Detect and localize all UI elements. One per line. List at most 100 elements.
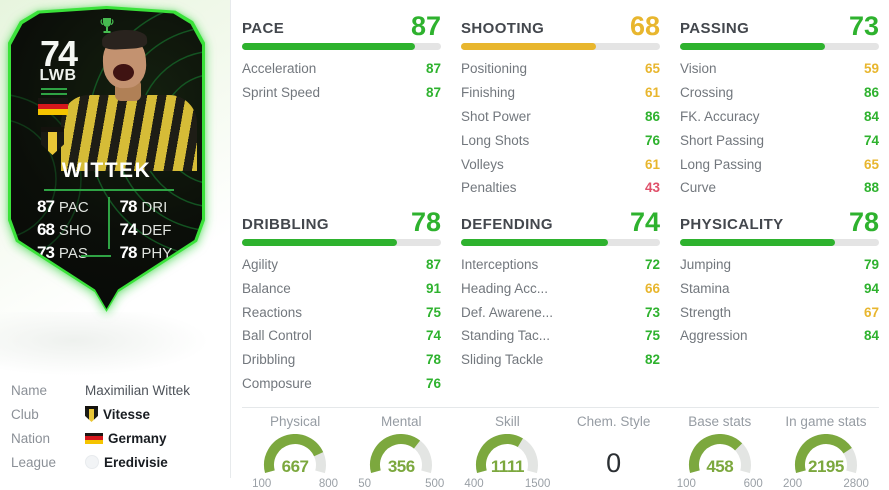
section-rating: 78 xyxy=(410,206,441,237)
card-body: 74 LWB WITTEK 87 PAC 78 DRI 68 SHO 74 DEF 73… xyxy=(11,9,202,309)
stat-label: Penalties xyxy=(461,180,517,196)
conference-league-trophy-icon xyxy=(98,17,116,41)
quick-stat-value: 78 xyxy=(119,243,138,262)
stat-row: Penalties 43 xyxy=(461,176,660,200)
stat-label: Finishing xyxy=(461,85,516,101)
quick-stat: 74 DEF xyxy=(110,218,193,241)
stat-row: Balance 91 xyxy=(242,276,441,300)
section-header: DEFENDING 74 xyxy=(461,206,660,236)
stat-row: Stamina 94 xyxy=(680,276,879,300)
stat-row: Composure 76 xyxy=(242,372,441,396)
stat-label: Ball Control xyxy=(242,328,312,344)
quick-stat-value: 74 xyxy=(119,220,138,239)
stat-label: Acceleration xyxy=(242,61,317,77)
player-name-value[interactable]: Maximilian Wittek xyxy=(85,382,191,398)
stat-row: Long Shots 76 xyxy=(461,128,660,152)
stat-label: Crossing xyxy=(680,85,734,101)
stat-row: Long Passing 65 xyxy=(680,152,879,176)
gauge-label: Physical xyxy=(269,414,321,430)
nation-link[interactable]: Germany xyxy=(85,431,167,446)
gauge-base-stats: Base stats 458 100 600 xyxy=(667,414,773,490)
stat-value: 78 xyxy=(425,352,441,368)
stat-value: 59 xyxy=(863,61,879,77)
stat-value: 67 xyxy=(863,304,879,320)
player-summary-panel: 74 LWB WITTEK 87 PAC 78 DRI 68 SHO 74 DEF 73… xyxy=(0,0,231,478)
gauge-value: 667 xyxy=(281,457,309,477)
stat-row: Acceleration 87 xyxy=(242,57,441,81)
germany-flag-icon xyxy=(38,98,68,116)
stat-label: Reactions xyxy=(242,304,303,320)
section-rating: 74 xyxy=(629,206,660,237)
info-row-club: Club Vitesse xyxy=(11,402,223,426)
stat-label: Jumping xyxy=(680,257,732,273)
stat-row: Reactions 75 xyxy=(242,300,441,324)
section-title: DRIBBLING xyxy=(242,215,329,233)
stat-row: Aggression 84 xyxy=(680,324,879,348)
stat-row: Jumping 79 xyxy=(680,253,879,277)
gauge-label: Chem. Style xyxy=(576,414,651,430)
stat-value: 87 xyxy=(425,61,441,77)
section-progress-bar xyxy=(242,238,441,246)
stat-label: Curve xyxy=(680,180,717,196)
quick-stat-label: SHO xyxy=(58,222,92,239)
section-rating: 87 xyxy=(410,11,441,41)
stat-section-pace: PACE 87 Acceleration 87 Sprint Speed 87 xyxy=(242,10,441,200)
stat-value: 65 xyxy=(863,156,879,172)
player-photo-shirt xyxy=(61,95,197,171)
stat-label: Long Passing xyxy=(680,156,762,172)
gauge-value: 1111 xyxy=(490,457,525,477)
vitesse-club-badge-icon xyxy=(85,406,98,422)
stat-value: 76 xyxy=(644,132,660,148)
quick-stat: 73 PAS xyxy=(27,241,110,264)
stat-row: Finishing 61 xyxy=(461,81,660,105)
stat-row: Heading Acc... 66 xyxy=(461,276,660,300)
club-link[interactable]: Vitesse xyxy=(85,406,150,422)
league-link[interactable]: Eredivisie xyxy=(85,455,168,470)
stat-value: 94 xyxy=(863,280,879,296)
stats-panel: PACE 87 Acceleration 87 Sprint Speed 87 SHOOTI… xyxy=(232,0,889,490)
gauge-in-game-stats: In game stats 2195 200 2800 xyxy=(773,414,879,490)
gauge-label: Base stats xyxy=(688,414,752,430)
section-stat-list: Interceptions 72 Heading Acc... 66 Def. Awar… xyxy=(461,253,660,372)
stat-section-defending: DEFENDING 74 Interceptions 72 Heading Acc...… xyxy=(461,206,660,396)
stat-value: 75 xyxy=(425,304,441,320)
stat-value: 82 xyxy=(644,352,660,368)
info-row-league: League Eredivisie xyxy=(11,450,223,474)
gauge-label: Mental xyxy=(380,414,422,430)
stat-value: 86 xyxy=(863,85,879,101)
germany-flag-icon xyxy=(85,432,103,444)
stat-label: Shot Power xyxy=(461,108,531,124)
section-progress-fill xyxy=(461,238,609,246)
gauge-arc xyxy=(688,434,751,490)
gauge-value: 458 xyxy=(706,457,734,477)
card-bottom-dash xyxy=(81,255,111,257)
stat-label: Balance xyxy=(242,280,291,296)
gauge-arc xyxy=(794,434,857,490)
background-watermark xyxy=(0,312,210,376)
card-accent-dash xyxy=(41,88,67,90)
section-title: DEFENDING xyxy=(461,215,553,233)
eredivisie-league-logo-icon xyxy=(85,455,99,469)
quick-stat: 87 PAC xyxy=(27,195,110,218)
section-header: PASSING 73 xyxy=(680,10,879,40)
gauge: 667 xyxy=(253,434,337,490)
stat-row: Shot Power 86 xyxy=(461,105,660,129)
quick-stat-label: PAC xyxy=(58,199,89,216)
quick-stat-label: PHY xyxy=(141,245,173,262)
stat-row: Ball Control 74 xyxy=(242,324,441,348)
stat-value: 91 xyxy=(425,280,441,296)
stat-value: 61 xyxy=(644,156,660,172)
stat-value: 86 xyxy=(644,108,660,124)
stat-row: Agility 87 xyxy=(242,253,441,277)
section-progress-fill xyxy=(680,43,826,50)
section-progress-bar xyxy=(242,43,441,50)
stat-label: Vision xyxy=(680,61,717,77)
stat-value: 88 xyxy=(863,180,879,196)
gauge: 458 xyxy=(678,434,762,490)
stat-value: 43 xyxy=(644,180,660,196)
card-player-name: WITTEK xyxy=(61,159,152,182)
gauge: 356 xyxy=(359,434,443,490)
section-rating: 78 xyxy=(848,206,879,237)
stat-value: 84 xyxy=(863,108,879,124)
stat-row: FK. Accuracy 84 xyxy=(680,105,879,129)
